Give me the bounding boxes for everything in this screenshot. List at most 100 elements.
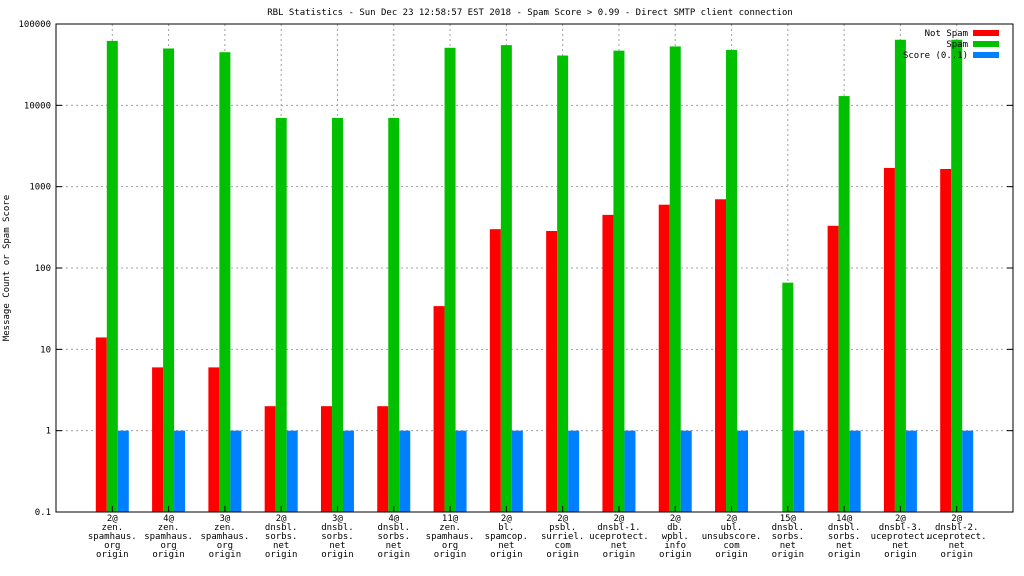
bar-spam [106,40,118,513]
bar-not-spam [95,337,107,512]
x-tick-label: origin [434,550,467,560]
x-tick-label: 2@ [107,514,118,524]
x-tick-label: 2@ [726,514,737,524]
y-tick-label: 100 [35,264,51,274]
bar-not-spam [940,168,952,512]
x-tick-label: origin [265,550,298,560]
x-tick-label: sorbs. [265,532,298,542]
bar-spam [500,45,512,513]
bar-not-spam [883,167,895,512]
x-tick-label: sorbs. [378,532,411,542]
x-tick-label: zen. [101,523,123,533]
bar-score-0-1 [568,430,580,512]
x-tick-label: 2@ [501,514,512,524]
x-tick-label: org [104,541,120,551]
bar-score-0-1 [117,430,129,512]
x-tick-label: spamhaus. [200,532,249,542]
bar-spam [388,117,400,512]
x-tick-label: dnsbl-3. [879,523,922,533]
x-tick-label: origin [152,550,185,560]
bar-not-spam [658,204,670,512]
x-tick-label: spamhaus. [426,532,475,542]
bar-score-0-1 [399,430,411,512]
x-tick-label: 3@ [332,514,343,524]
x-tick-label: origin [884,550,917,560]
bar-not-spam [320,406,332,512]
y-tick-label: 1 [46,427,51,437]
x-tick-label: origin [715,550,748,560]
x-tick-label: org [217,541,233,551]
x-tick-label: origin [321,550,354,560]
x-tick-label: spamcop. [485,532,528,542]
x-tick-label: uceprotect. [871,532,931,542]
x-tick-label: net [329,541,345,551]
bar-score-0-1 [286,430,298,512]
bar-not-spam [546,231,558,512]
legend-label: Not Spam [925,29,968,39]
y-tick-label: 1000 [29,183,51,193]
x-tick-label: dnsbl. [772,523,805,533]
y-tick-label: 10000 [24,101,51,111]
x-tick-label: org [160,541,176,551]
x-tick-label: com [723,541,739,551]
x-tick-label: org [442,541,458,551]
bar-not-spam [433,306,445,512]
bar-score-0-1 [174,430,186,512]
x-tick-label: zen. [439,523,461,533]
x-tick-label: origin [209,550,242,560]
x-tick-label: net [836,541,852,551]
bar-not-spam [264,406,276,512]
x-tick-label: net [892,541,908,551]
bar-score-0-1 [962,430,974,512]
y-tick-label: 100000 [18,20,51,30]
x-tick-label: 2@ [951,514,962,524]
legend-label: Spam [946,40,968,50]
y-axis-label: Message Count or Spam Score [2,195,12,341]
x-tick-label: origin [772,550,805,560]
legend-swatch [973,52,999,58]
bar-spam [669,46,681,512]
y-axis-ticks: 0.1 1 10 100 1000 10000 100000 [18,20,1013,518]
x-tick-label: 15@ [780,514,797,524]
x-tick-label: net [498,541,514,551]
legend-swatch [973,30,999,36]
x-tick-label: 3@ [219,514,230,524]
bar-spam [782,282,794,512]
bar-not-spam [602,214,614,512]
x-tick-label: origin [96,550,129,560]
x-tick-label: spamhaus. [144,532,193,542]
x-tick-label: zen. [214,523,236,533]
x-tick-label: net [386,541,402,551]
bar-score-0-1 [849,430,861,512]
bar-score-0-1 [905,430,917,512]
x-tick-label: info [664,541,686,551]
x-tick-label: psbl. [549,523,576,533]
bar-not-spam [489,229,501,512]
bar-spam [613,50,625,512]
bar-spam [331,117,343,512]
bar-spam [557,55,569,512]
bar-score-0-1 [737,430,749,512]
y-tick-label: 10 [40,345,51,355]
x-tick-label: sorbs. [828,532,861,542]
x-tick-label: origin [603,550,636,560]
bar-spam [951,39,963,512]
x-tick-label: net [611,541,627,551]
x-tick-label: dnsbl. [265,523,298,533]
x-tick-label: 2@ [670,514,681,524]
bar-spam [163,48,175,513]
x-tick-label: origin [490,550,523,560]
plot-frame [55,23,1014,513]
grid [56,24,1013,512]
legend-label: Score (0..1) [903,51,968,61]
bar-score-0-1 [680,430,692,512]
bar-spam [219,52,231,512]
x-tick-label: ubl. [721,523,743,533]
x-tick-label: uceprotect. [589,532,649,542]
x-tick-label: dnsbl. [321,523,354,533]
bar-score-0-1 [511,430,523,512]
x-tick-label: unsubscore. [702,532,762,542]
x-tick-label: uceprotect. [927,532,987,542]
x-tick-label: 2@ [895,514,906,524]
x-tick-label: dnsbl-2. [935,523,978,533]
